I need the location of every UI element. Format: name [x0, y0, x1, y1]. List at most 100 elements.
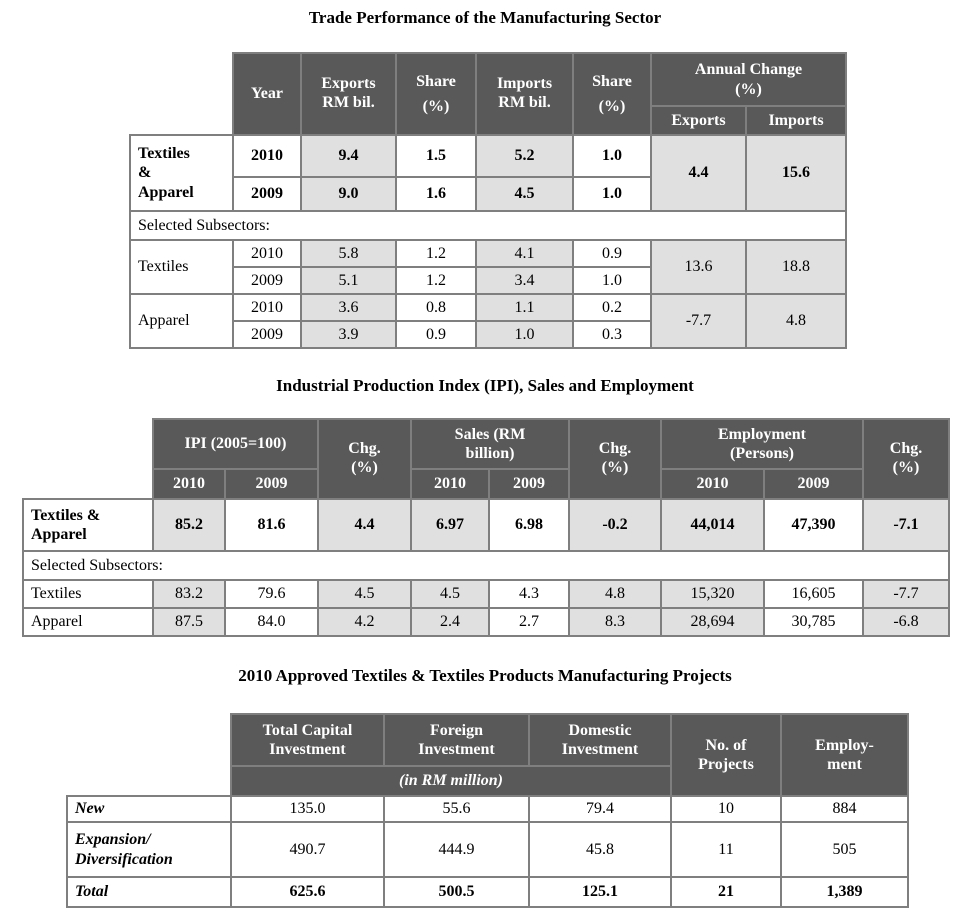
data-cell: 4.5 [475, 176, 574, 212]
data-cell: 6.97 [410, 498, 490, 552]
col-header-2010: 2010 [660, 468, 765, 500]
table-row: Total 625.6 500.5 125.1 21 1,389 [66, 876, 909, 908]
col-header-sales: Sales (RM billion) [410, 418, 570, 470]
data-cell: 5.8 [300, 239, 397, 268]
data-cell: 125.1 [528, 876, 672, 908]
year-cell: 2010 [232, 134, 302, 178]
data-cell: 2.7 [488, 607, 570, 637]
row-label: Expansion/ Diversification [66, 821, 232, 878]
table-row: 2009 5.1 1.2 3.4 1.0 [130, 266, 846, 295]
data-cell: 79.4 [528, 795, 672, 823]
year-cell: 2009 [232, 320, 302, 349]
data-cell: 18.8 [745, 239, 847, 295]
data-cell: 16,605 [763, 579, 864, 609]
subsectors-note: Selected Subsectors: [129, 210, 847, 241]
col-header-share-imports: Share (%) [572, 52, 652, 136]
data-cell: -6.8 [862, 607, 950, 637]
table-row: Apparel 2010 3.6 0.8 1.1 0.2 -7.7 4.8 [129, 293, 847, 349]
table-row: 2009 3.9 0.9 1.0 0.3 [130, 320, 846, 349]
data-cell: 83.2 [152, 579, 226, 609]
row-label: Apparel [22, 607, 154, 637]
data-cell: 3.9 [300, 320, 397, 349]
data-cell: 8.3 [568, 607, 662, 637]
col-header-chg-ipi: Chg. (%) [317, 418, 412, 500]
data-cell: 4.8 [745, 293, 847, 349]
table-row: Selected Subsectors: [129, 210, 847, 241]
projects-table: Total Capital Investment Foreign Investm… [66, 713, 909, 908]
table-row: Textiles & Apparel 2010 9.4 1.5 5.2 1.0 … [129, 134, 847, 212]
col-header-annual-change: Annual Change (%) [650, 52, 847, 107]
year-cell: 2010 [232, 293, 302, 322]
col-header-employment: Employ- ment [780, 713, 909, 797]
col-header-total-capital: Total Capital Investment [230, 713, 385, 767]
data-cell: 0.8 [395, 293, 477, 322]
data-cell: 44,014 [660, 498, 765, 552]
data-cell: 3.4 [475, 266, 574, 295]
data-cell: 47,390 [763, 498, 864, 552]
col-header-2009: 2009 [224, 468, 319, 500]
data-cell: -7.1 [862, 498, 950, 552]
col-header-domestic: Domestic Investment [528, 713, 672, 767]
data-cell: 79.6 [224, 579, 319, 609]
data-cell: 505 [780, 821, 909, 878]
row-label: Textiles [129, 239, 234, 295]
data-cell: 500.5 [383, 876, 530, 908]
data-cell: 55.6 [383, 795, 530, 823]
col-header-2010: 2010 [152, 468, 226, 500]
data-cell: 21 [670, 876, 782, 908]
projects-table-title: 2010 Approved Textiles & Textiles Produc… [238, 666, 732, 685]
table-row: Apparel 87.5 84.0 4.2 2.4 2.7 8.3 28,694… [22, 607, 950, 637]
col-header-2009: 2009 [488, 468, 570, 500]
data-cell: 15.6 [745, 134, 847, 212]
ipi-table: IPI (2005=100) Chg. (%) Sales (RM billio… [22, 418, 950, 637]
ipi-table-title: Industrial Production Index (IPI), Sales… [276, 376, 694, 395]
data-cell: 4.3 [488, 579, 570, 609]
data-cell: -7.7 [862, 579, 950, 609]
col-header-exports: Exports RM bil. [300, 52, 397, 136]
data-cell: 84.0 [224, 607, 319, 637]
corner-cell [67, 714, 231, 796]
data-cell: 4.4 [650, 134, 747, 212]
col-header-annual-change-exports: Exports [650, 105, 747, 136]
data-cell: 9.0 [300, 176, 397, 212]
data-cell: 11 [670, 821, 782, 878]
row-label: Textiles [22, 579, 154, 609]
data-cell: 1.1 [475, 293, 574, 322]
data-cell: 5.2 [475, 134, 574, 178]
data-cell: 0.3 [572, 320, 652, 349]
table-row: Selected Subsectors: [22, 550, 950, 581]
data-cell: 15,320 [660, 579, 765, 609]
subsectors-note: Selected Subsectors: [22, 550, 950, 581]
table-row: Expansion/ Diversification 490.7 444.9 4… [66, 821, 909, 878]
col-header-2009: 2009 [763, 468, 864, 500]
data-cell: 1.0 [475, 320, 574, 349]
data-cell: 4.4 [317, 498, 412, 552]
data-cell: 444.9 [383, 821, 530, 878]
data-cell: 1.2 [395, 239, 477, 268]
year-cell: 2009 [232, 176, 302, 212]
data-cell: 1.6 [395, 176, 477, 212]
data-cell: 0.9 [395, 320, 477, 349]
data-cell: 3.6 [300, 293, 397, 322]
corner-cell [130, 53, 233, 135]
data-cell: 4.5 [317, 579, 412, 609]
data-cell: 1.5 [395, 134, 477, 178]
data-cell: 10 [670, 795, 782, 823]
data-cell: 0.9 [572, 239, 652, 268]
col-header-unit: (in RM million) [230, 765, 672, 797]
data-cell: -0.2 [568, 498, 662, 552]
data-cell: 5.1 [300, 266, 397, 295]
data-cell: 6.98 [488, 498, 570, 552]
row-label: New [66, 795, 232, 823]
year-cell: 2010 [232, 239, 302, 268]
data-cell: 13.6 [650, 239, 747, 295]
data-cell: 1.0 [572, 176, 652, 212]
data-cell: 81.6 [224, 498, 319, 552]
col-header-ipi: IPI (2005=100) [152, 418, 319, 470]
data-cell: 28,694 [660, 607, 765, 637]
data-cell: -7.7 [650, 293, 747, 349]
col-header-annual-change-imports: Imports [745, 105, 847, 136]
row-label: Textiles & Apparel [129, 134, 234, 212]
col-header-employment: Employment (Persons) [660, 418, 864, 470]
data-cell: 4.5 [410, 579, 490, 609]
